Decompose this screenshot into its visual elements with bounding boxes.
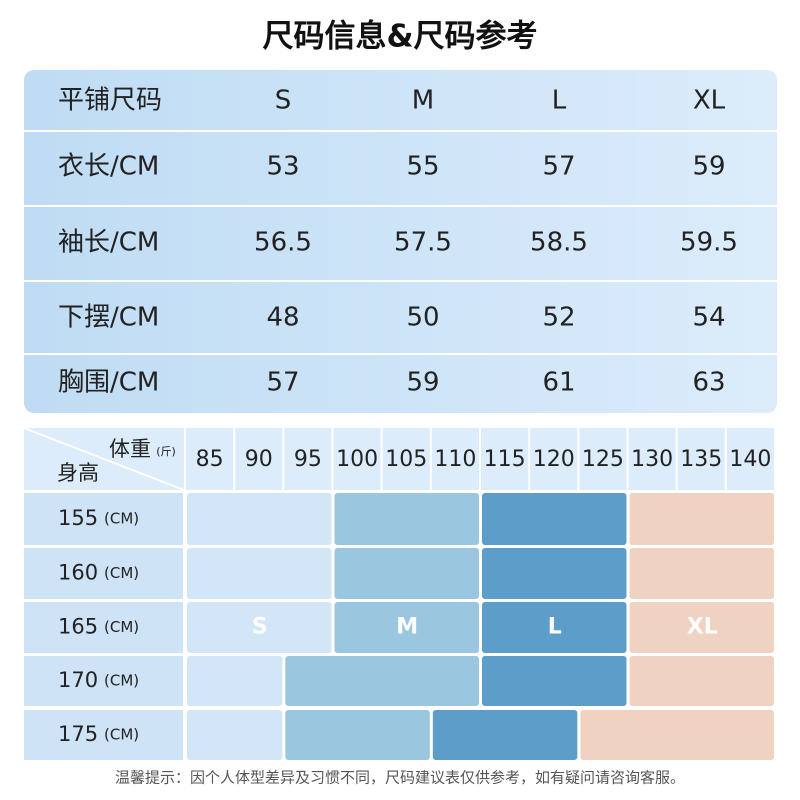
value-cell: 56.5 — [254, 228, 312, 258]
weight-cell — [530, 428, 578, 490]
row-label: 衣长/CM — [58, 152, 159, 182]
size-block — [187, 656, 283, 706]
weight: 140 — [729, 447, 771, 472]
size-label: L — [548, 615, 562, 640]
value-cell: 57 — [266, 368, 299, 398]
note: 温馨提示：因个人体型差异及习惯不同，尺码建议表仅供参考，如有疑问请咨询客服。 — [115, 769, 685, 787]
size-block — [285, 656, 479, 706]
value-cell: 54 — [692, 303, 725, 333]
weight: 135 — [680, 447, 722, 472]
size-block — [334, 602, 479, 653]
weight-unit: (斤) — [156, 445, 176, 458]
weight: 120 — [533, 447, 575, 472]
diagonal — [23, 427, 185, 491]
row-label: 胸围/CM — [58, 368, 159, 398]
weight-cell — [284, 428, 332, 490]
value-cell: 57.5 — [394, 228, 452, 258]
size-block — [482, 548, 627, 599]
weight: 90 — [245, 447, 273, 472]
size-block — [334, 493, 479, 545]
value-cell: 55 — [406, 152, 439, 182]
weight-cell — [481, 428, 529, 490]
header-cell: M — [412, 86, 434, 116]
size-block — [482, 602, 627, 653]
height: 160 — [58, 561, 98, 585]
size-block — [580, 710, 774, 760]
size-table-bg — [24, 70, 777, 413]
height-cell — [24, 710, 183, 760]
size-block — [629, 602, 774, 653]
weight-cell — [677, 428, 725, 490]
height-label: 身高 — [57, 461, 99, 485]
weight-cell — [333, 428, 381, 490]
size-block — [629, 548, 774, 599]
size-label: M — [396, 615, 418, 640]
weight-label: 体重 — [109, 437, 151, 461]
value-cell: 59 — [692, 152, 725, 182]
height: 165 — [58, 615, 98, 639]
size-block — [482, 493, 627, 545]
value-cell: 53 — [266, 152, 299, 182]
value-cell: 61 — [542, 368, 575, 398]
size-table: 平铺尺码 S M L XL 衣长/CM 53 55 57 59 袖长/CM 56.5 57.5 58.5 5… — [24, 86, 777, 398]
size-block — [285, 710, 430, 760]
height-cell — [24, 548, 183, 599]
weight: 95 — [294, 447, 322, 472]
size-block — [482, 656, 627, 706]
size-label: S — [252, 615, 268, 640]
weight-cell — [382, 428, 430, 490]
header-cell: S — [275, 86, 292, 116]
height-unit: (CM) — [104, 564, 139, 582]
reference-table: 体重 (斤) 身高 85 90 95 100 105 110 115 120 125 130 135… — [23, 427, 774, 760]
size-block — [187, 548, 332, 599]
height-unit: (CM) — [104, 510, 139, 528]
weight-cell — [628, 428, 676, 490]
size-block — [334, 548, 479, 599]
weight: 110 — [434, 447, 476, 472]
weight: 115 — [484, 447, 526, 472]
weight-cell — [431, 428, 479, 490]
height: 155 — [58, 506, 98, 530]
value-cell: 48 — [266, 303, 299, 333]
height: 170 — [58, 668, 98, 692]
value-cell: 59 — [406, 368, 439, 398]
height-cell — [24, 602, 183, 653]
value-cell: 57 — [542, 152, 575, 182]
weight: 105 — [385, 447, 427, 472]
weight: 85 — [196, 447, 224, 472]
weight: 100 — [336, 447, 378, 472]
size-block — [187, 710, 283, 760]
header-cell: XL — [693, 86, 726, 116]
size-block — [629, 493, 774, 545]
height-cell — [24, 493, 183, 545]
title: 尺码信息&尺码参考 — [262, 19, 537, 55]
weight-cell — [235, 428, 283, 490]
weight: 130 — [631, 447, 673, 472]
header-cell: L — [552, 86, 567, 116]
size-block — [187, 602, 332, 653]
weight-cell — [186, 428, 234, 490]
value-cell: 59.5 — [680, 228, 738, 258]
height-unit: (CM) — [104, 618, 139, 636]
height-unit: (CM) — [104, 672, 139, 690]
weight: 125 — [582, 447, 624, 472]
height: 175 — [58, 722, 98, 746]
size-block — [187, 493, 332, 545]
size-block — [629, 656, 774, 706]
height-cell — [24, 656, 183, 706]
header-cell: 平铺尺码 — [58, 86, 162, 116]
row-label: 袖长/CM — [58, 228, 159, 258]
value-cell: 50 — [406, 303, 439, 333]
value-cell: 58.5 — [530, 228, 588, 258]
row-label: 下摆/CM — [58, 303, 159, 333]
size-label: XL — [687, 615, 718, 640]
weight-cell — [726, 428, 774, 490]
size-block — [432, 710, 578, 760]
height-unit: (CM) — [104, 726, 139, 744]
value-cell: 52 — [542, 303, 575, 333]
weight-cell — [579, 428, 627, 490]
value-cell: 63 — [692, 368, 725, 398]
